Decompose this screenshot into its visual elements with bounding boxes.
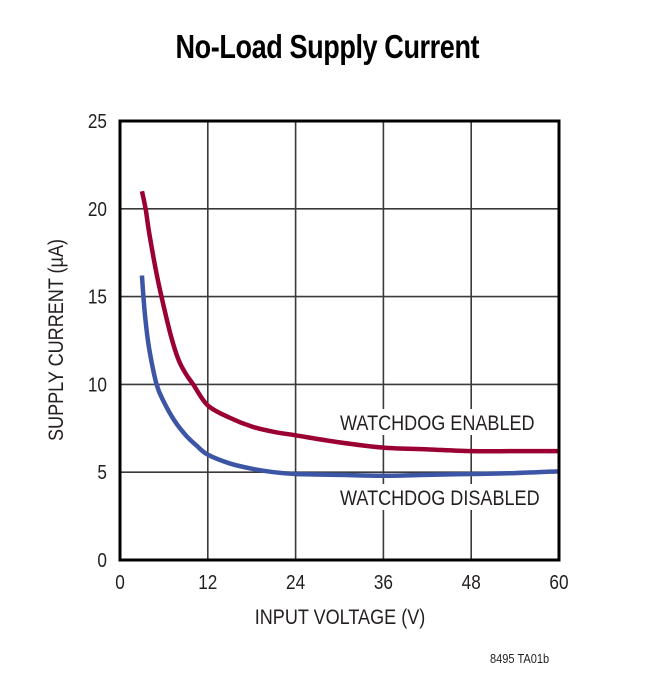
x-tick-label: 24: [286, 571, 305, 594]
y-tick-label: 0: [97, 549, 107, 572]
y-tick-label: 10: [88, 373, 107, 396]
y-tick-label: 20: [88, 198, 107, 221]
x-tick-label: 0: [115, 571, 125, 594]
chart-title: No-Load Supply Current: [175, 28, 480, 65]
y-axis-ticks: 0 5 10 15 20 25: [88, 110, 107, 572]
y-tick-label: 25: [88, 110, 107, 133]
x-axis-ticks: 0 12 24 36 48 60: [115, 571, 568, 594]
data-series: [139, 190, 560, 478]
series-line: [139, 275, 560, 478]
y-tick-label: 5: [97, 461, 107, 484]
y-tick-label: 15: [88, 285, 107, 308]
x-tick-label: 48: [462, 571, 481, 594]
label-background: [336, 484, 551, 510]
y-axis-label: SUPPLY CURRENT (µA): [45, 239, 69, 441]
x-tick-label: 12: [198, 571, 217, 594]
x-tick-label: 60: [549, 571, 568, 594]
series-label: WATCHDOG ENABLED: [340, 412, 535, 436]
x-axis-label: INPUT VOLTAGE (V): [255, 606, 426, 630]
plot-frame: [118, 119, 561, 562]
series-labels: WATCHDOG ENABLED WATCHDOG DISABLED: [336, 409, 551, 510]
label-background: [336, 409, 544, 435]
series-line: [139, 190, 559, 454]
x-tick-label: 36: [374, 571, 393, 594]
series-label: WATCHDOG DISABLED: [340, 487, 540, 511]
figure-id: 8495 TA01b: [490, 651, 550, 666]
